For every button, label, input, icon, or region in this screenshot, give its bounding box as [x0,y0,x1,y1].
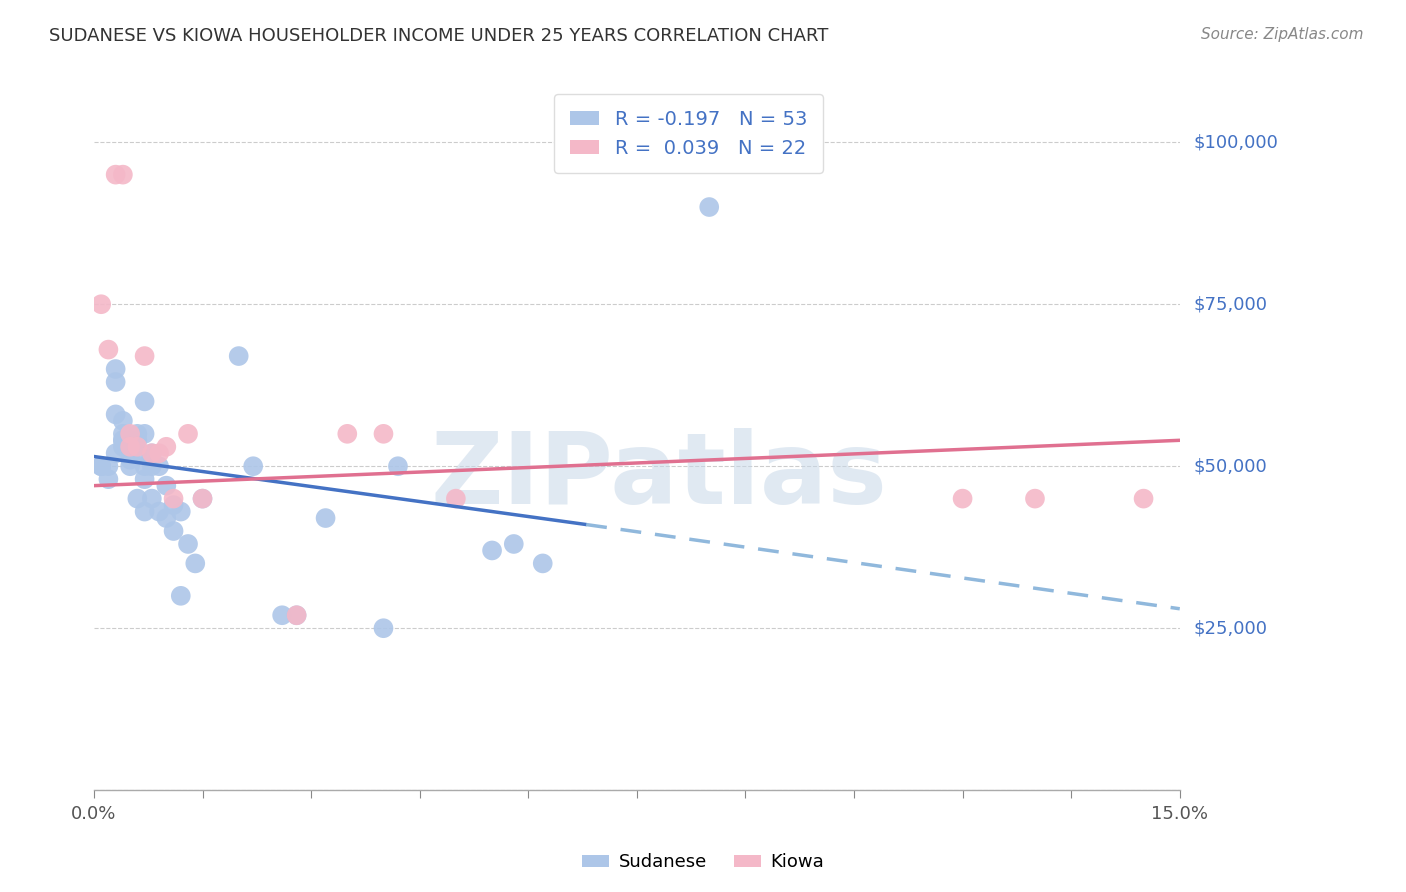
Point [387,459,409,474]
Point [111,426,134,441]
Point [271,608,294,623]
Legend: Sudanese, Kiowa: Sudanese, Kiowa [575,847,831,879]
Point [228,349,250,363]
Point [134,505,156,519]
Point [191,491,214,506]
Text: Source: ZipAtlas.com: Source: ZipAtlas.com [1201,27,1364,42]
Point [97,472,120,486]
Point [155,511,177,525]
Point [155,478,177,492]
Point [184,557,207,571]
Point [531,557,554,571]
Point [141,446,163,460]
Text: $75,000: $75,000 [1194,295,1268,313]
Point [177,426,200,441]
Point [111,168,134,182]
Point [148,446,170,460]
Point [97,343,120,357]
Point [285,608,308,623]
Text: $25,000: $25,000 [1194,619,1268,637]
Point [134,426,156,441]
Point [134,472,156,486]
Point [162,498,184,512]
Point [120,446,142,460]
Text: ZIPatlas: ZIPatlas [430,428,887,525]
Point [104,446,127,460]
Point [697,200,720,214]
Point [90,297,112,311]
Point [242,459,264,474]
Point [952,491,974,506]
Legend: R = -0.197   N = 53, R =  0.039   N = 22: R = -0.197 N = 53, R = 0.039 N = 22 [554,95,823,173]
Point [127,440,149,454]
Point [336,426,359,441]
Point [120,452,142,467]
Point [111,440,134,454]
Point [148,505,170,519]
Point [373,621,395,635]
Point [1132,491,1154,506]
Point [127,446,149,460]
Point [134,394,156,409]
Point [120,440,142,454]
Point [104,168,127,182]
Point [134,459,156,474]
Point [104,375,127,389]
Point [155,440,177,454]
Point [141,459,163,474]
Point [502,537,524,551]
Point [162,491,184,506]
Point [104,362,127,376]
Point [111,414,134,428]
Point [141,446,163,460]
Point [444,491,467,506]
Point [127,491,149,506]
Text: $100,000: $100,000 [1194,133,1278,152]
Point [285,608,308,623]
Point [111,434,134,448]
Point [170,589,193,603]
Point [127,426,149,441]
Point [177,537,200,551]
Point [191,491,214,506]
Point [120,440,142,454]
Point [481,543,503,558]
Text: $50,000: $50,000 [1194,458,1267,475]
Point [134,349,156,363]
Point [120,426,142,441]
Point [127,434,149,448]
Point [1024,491,1046,506]
Point [315,511,337,525]
Point [90,459,112,474]
Point [90,459,112,474]
Point [170,505,193,519]
Point [148,459,170,474]
Point [373,426,395,441]
Point [141,491,163,506]
Point [162,524,184,538]
Point [120,459,142,474]
Point [97,459,120,474]
Point [111,434,134,448]
Point [120,434,142,448]
Text: SUDANESE VS KIOWA HOUSEHOLDER INCOME UNDER 25 YEARS CORRELATION CHART: SUDANESE VS KIOWA HOUSEHOLDER INCOME UND… [49,27,828,45]
Point [120,446,142,460]
Point [104,408,127,422]
